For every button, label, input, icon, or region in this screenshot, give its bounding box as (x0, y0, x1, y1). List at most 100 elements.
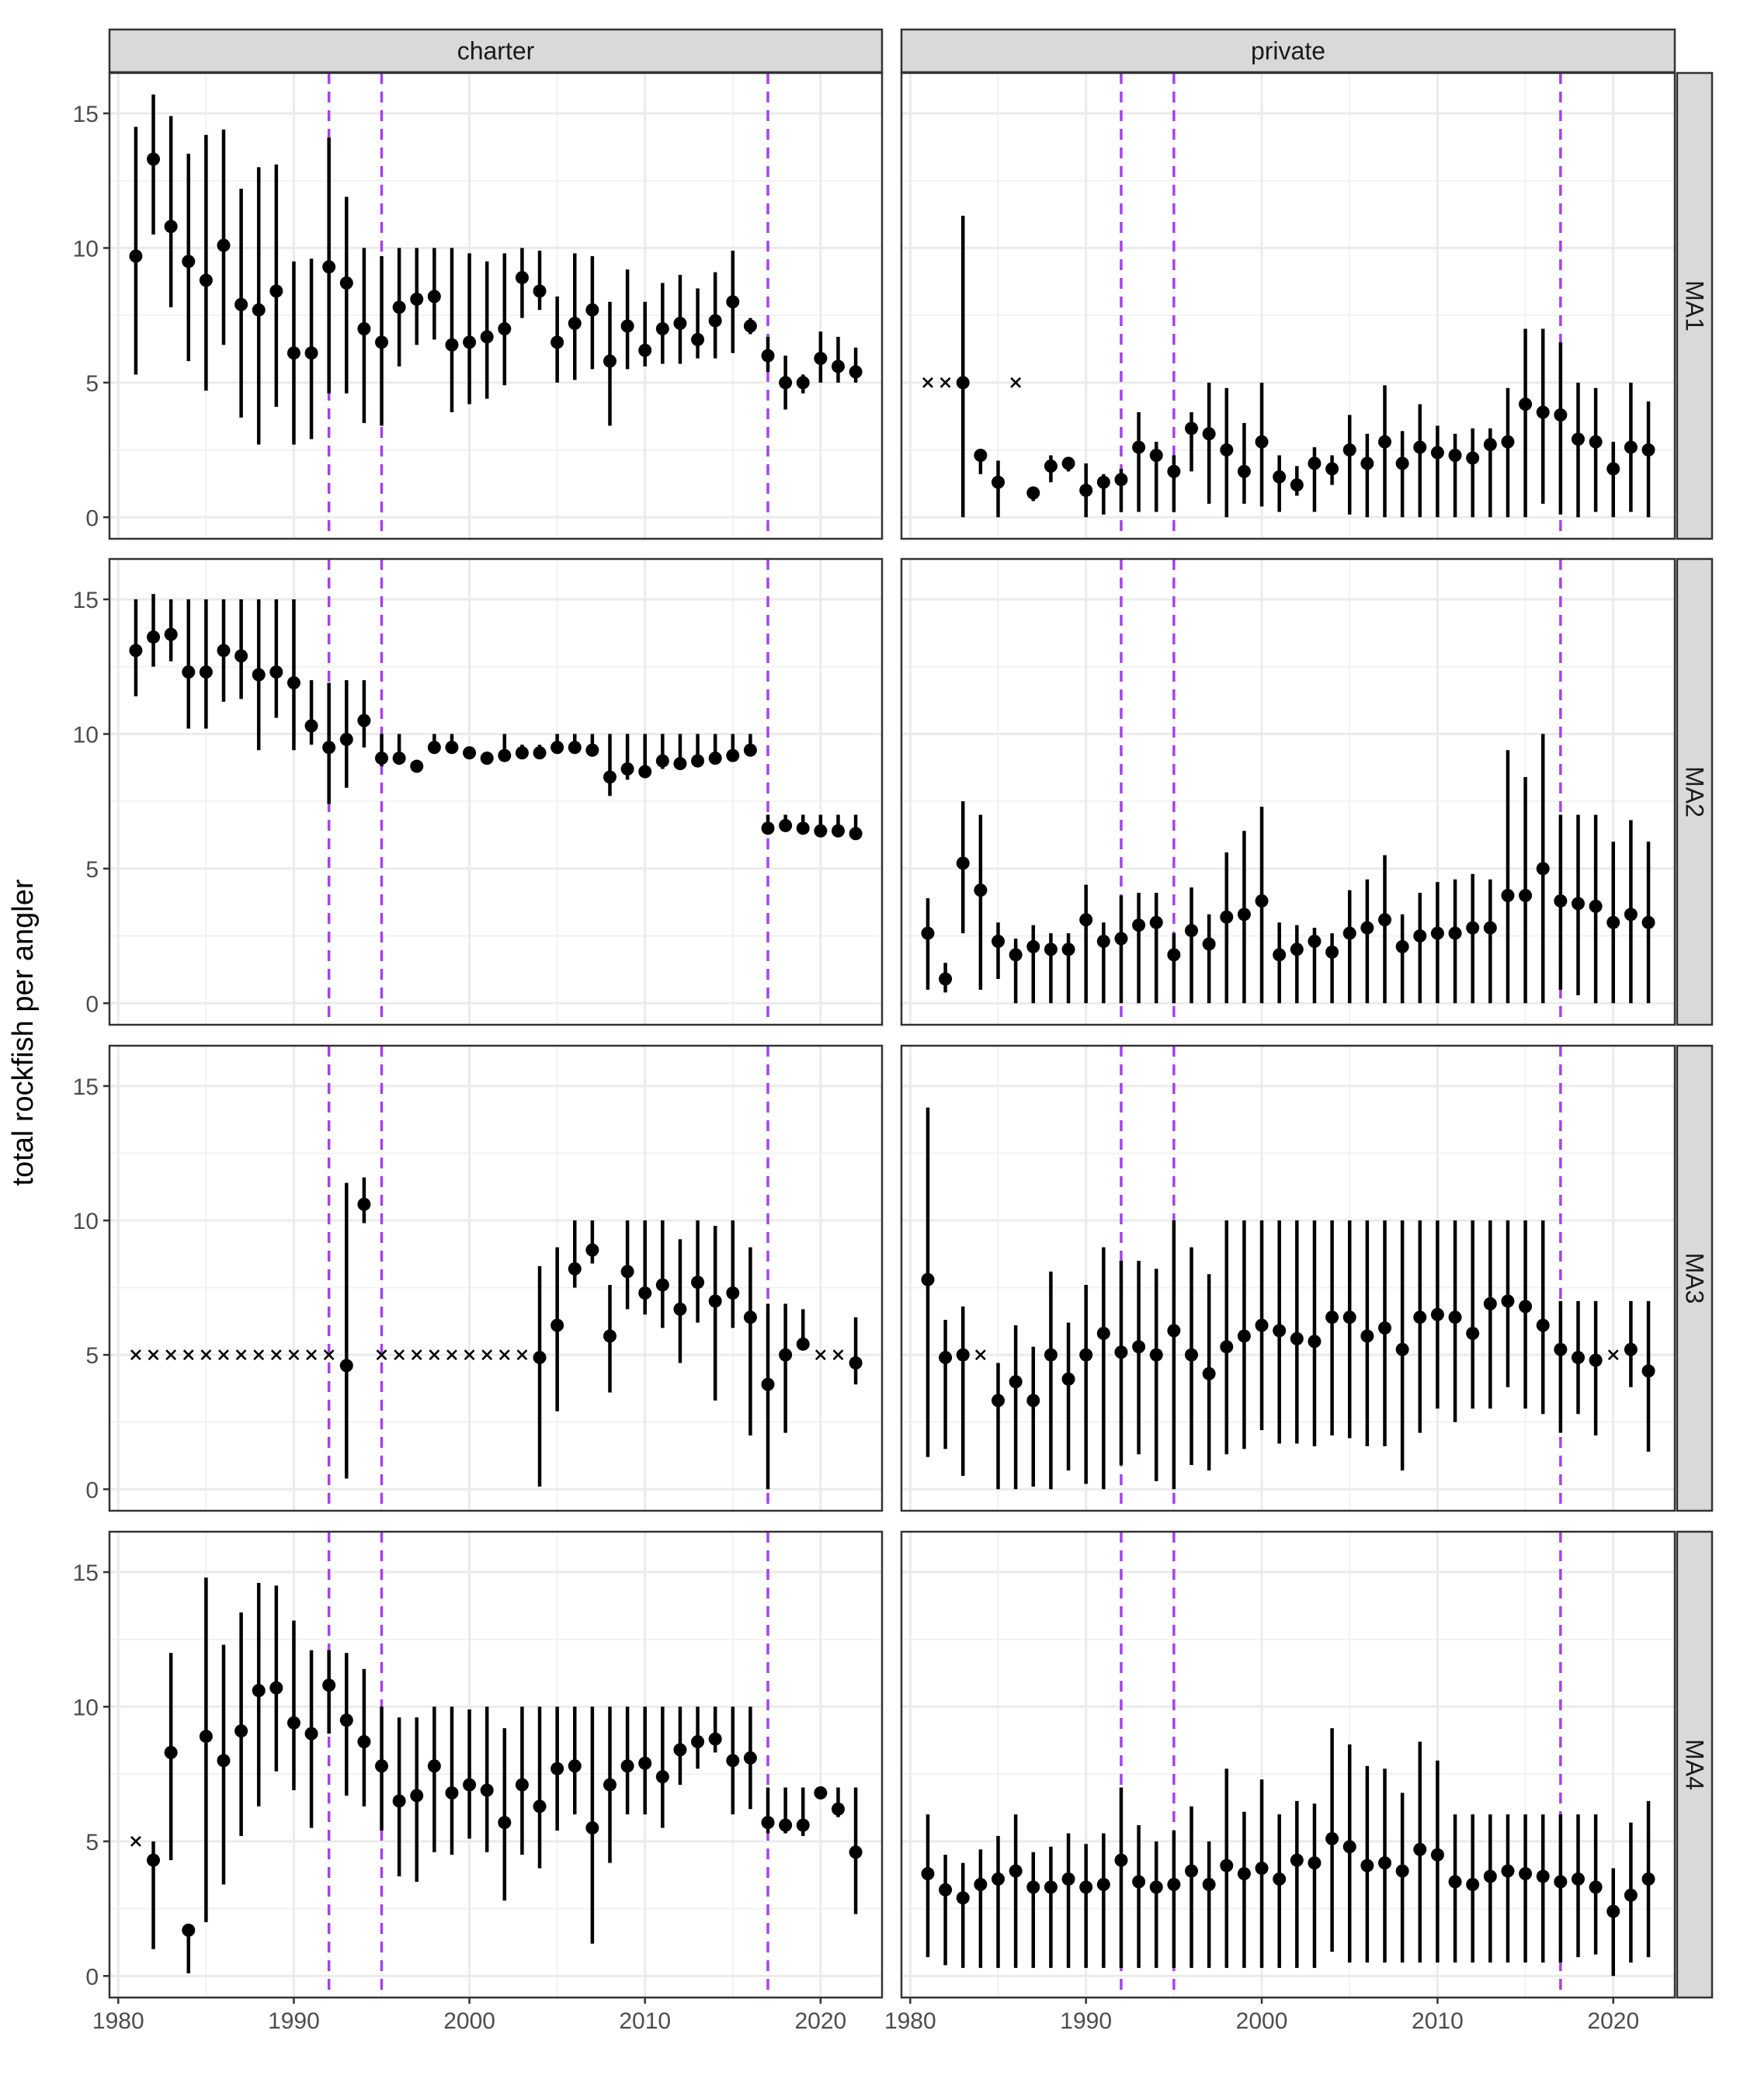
cross-stroke (130, 1835, 141, 1847)
data-point (1290, 1853, 1304, 1867)
data-point (568, 317, 582, 331)
data-point (974, 448, 988, 462)
data-point (1325, 945, 1339, 959)
data-point (1378, 1321, 1391, 1335)
cross-marker (376, 1349, 387, 1361)
cross-marker (1010, 377, 1022, 388)
cross-marker (939, 377, 951, 388)
data-point (480, 751, 494, 765)
data-point (287, 1716, 300, 1730)
data-point (234, 297, 248, 311)
data-point (199, 665, 213, 679)
data-point (673, 1302, 687, 1316)
data-point (1483, 438, 1497, 452)
data-point (339, 1359, 353, 1373)
cross-marker (182, 1349, 194, 1361)
data-point (550, 741, 564, 755)
cross-stroke (130, 1349, 141, 1361)
data-point (1114, 932, 1128, 946)
data-point (217, 644, 231, 658)
data-point (1536, 1318, 1550, 1332)
data-point (585, 1243, 599, 1257)
data-point (1149, 1880, 1163, 1894)
cross-marker (974, 1349, 986, 1361)
data-point (1114, 473, 1128, 487)
data-point (1325, 1310, 1339, 1324)
data-point (655, 754, 669, 768)
data-point (956, 1348, 970, 1362)
data-point (515, 271, 529, 285)
data-point (252, 303, 266, 317)
data-point (410, 292, 424, 306)
data-point (1589, 1353, 1603, 1367)
x-tick-label: 1990 (1060, 2008, 1112, 2034)
cross-stroke (481, 1349, 493, 1361)
cross-stroke (411, 1349, 422, 1361)
data-point (1132, 440, 1146, 454)
data-point (1237, 908, 1251, 922)
cross-marker (130, 1349, 141, 1361)
data-point (1536, 862, 1550, 876)
data-point (1589, 899, 1603, 913)
data-point (796, 821, 810, 835)
data-point (498, 748, 512, 762)
data-point (252, 668, 266, 682)
panel-border (108, 1044, 884, 1512)
data-point (655, 1278, 669, 1292)
data-point (1114, 1345, 1128, 1359)
data-point (974, 1877, 988, 1891)
data-point (603, 1778, 616, 1792)
panel-background (901, 73, 1675, 539)
data-point (921, 1272, 935, 1286)
y-tick-label: 5 (85, 1343, 99, 1369)
data-point (673, 757, 687, 771)
data-point (726, 295, 740, 309)
y-tick-label: 0 (85, 505, 99, 531)
data-point (585, 743, 599, 757)
data-point (1096, 1877, 1110, 1891)
data-point (1395, 939, 1409, 953)
data-point (1220, 443, 1234, 457)
data-point (1202, 1877, 1216, 1891)
data-point (1237, 1329, 1251, 1343)
data-point (1079, 913, 1093, 927)
data-point (1273, 948, 1287, 962)
data-point (1061, 1872, 1075, 1886)
data-point (603, 770, 616, 784)
cross-stroke (814, 1349, 826, 1361)
cross-stroke (270, 1349, 282, 1361)
data-point (849, 827, 863, 841)
data-point (1430, 926, 1444, 940)
cross-marker (516, 1349, 528, 1361)
data-point (956, 856, 970, 870)
data-point (1096, 475, 1110, 489)
data-point (322, 1678, 336, 1692)
cross-stroke (148, 1349, 159, 1361)
data-point (304, 346, 318, 360)
cross-stroke (218, 1349, 229, 1361)
data-point (1572, 1872, 1585, 1886)
data-point (1061, 942, 1075, 956)
data-point (357, 321, 371, 335)
data-point (357, 1735, 371, 1749)
data-point (357, 1197, 371, 1211)
data-point (1255, 1318, 1269, 1332)
panel-border (108, 557, 884, 1026)
data-point (708, 751, 722, 765)
data-point (939, 1351, 953, 1365)
data-point (1360, 456, 1374, 470)
data-point (761, 1377, 775, 1391)
data-point (655, 321, 669, 335)
data-point (1061, 456, 1075, 470)
data-point (445, 1786, 459, 1800)
data-point (1536, 1869, 1550, 1883)
data-point (1589, 435, 1603, 449)
data-point (1378, 913, 1391, 927)
data-point (1466, 451, 1480, 465)
data-point (129, 644, 143, 658)
data-point (392, 300, 406, 314)
data-point (1448, 1310, 1462, 1324)
data-point (691, 1735, 705, 1749)
data-point (568, 741, 582, 755)
strip-label: charter (457, 37, 535, 65)
